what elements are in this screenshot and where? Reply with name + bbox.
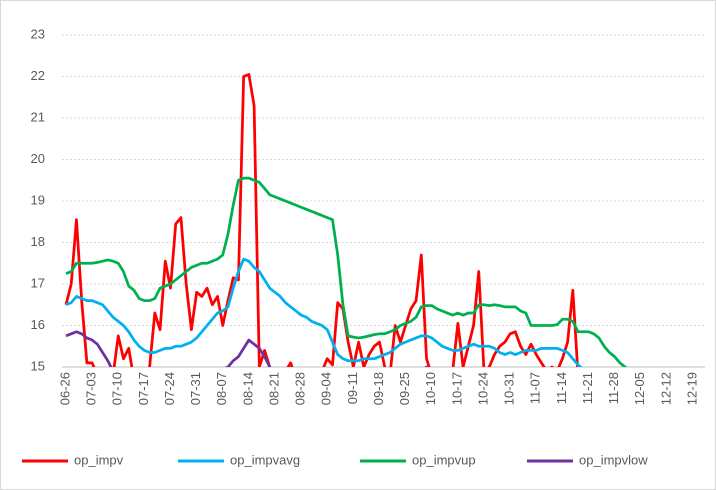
plot [64,73,628,367]
x-tick-label: 10-31 [502,372,517,405]
legend-label: op_impvlow [579,452,648,467]
x-tick-label: 07-17 [136,372,151,405]
x-tick-label: 12-12 [658,372,673,405]
x-tick-label: 07-10 [110,372,125,405]
series-line [64,73,579,367]
x-tick-label: 08-07 [214,372,229,405]
x-tick-label: 09-25 [397,372,412,405]
x-tick-label: 09-11 [345,372,360,404]
labels: 15 16 17 18 19 20 21 22 23 06-26 07-03 07-10 07-17 07… [22,26,699,467]
x-tick-label: 09-18 [371,372,386,405]
y-tick-label: 19 [31,192,45,207]
series-line [65,176,628,367]
x-tick-label: 06-26 [57,372,72,405]
x-tick-label: 10-10 [423,372,438,405]
x-tick-label: 10-24 [475,372,490,405]
x-tick-label: 11-07 [528,372,543,404]
y-tick-label: 23 [31,26,45,41]
y-tick-label: 15 [31,358,45,373]
x-tick-label: 07-03 [84,372,99,405]
x-tick-label: 08-14 [240,372,255,405]
y-tick-label: 22 [31,68,45,83]
x-tick-label: 12-19 [684,372,699,405]
y-tick-label: 17 [31,275,45,290]
x-tick-label: 09-04 [319,372,334,405]
y-tick-label: 16 [31,317,45,332]
y-tick-label: 21 [31,109,45,124]
x-tick-label: 11-14 [554,372,569,404]
series-line [65,257,583,367]
x-tick-label: 10-17 [449,372,464,405]
legend-label: op_impvavg [230,452,300,467]
x-tick-label: 12-05 [632,372,647,405]
legend-label: op_impvup [412,452,476,467]
x-tick-label: 08-21 [266,372,281,405]
legend-label: op_impv [74,452,124,467]
y-tick-label: 18 [31,234,45,249]
x-tick-label: 11-21 [580,372,595,404]
y-tick-label: 20 [31,151,45,166]
x-tick-label: 11-28 [606,372,621,404]
x-tick-label: 07-31 [188,372,203,405]
x-tick-label: 08-28 [293,372,308,405]
x-tick-label: 07-24 [162,372,177,405]
